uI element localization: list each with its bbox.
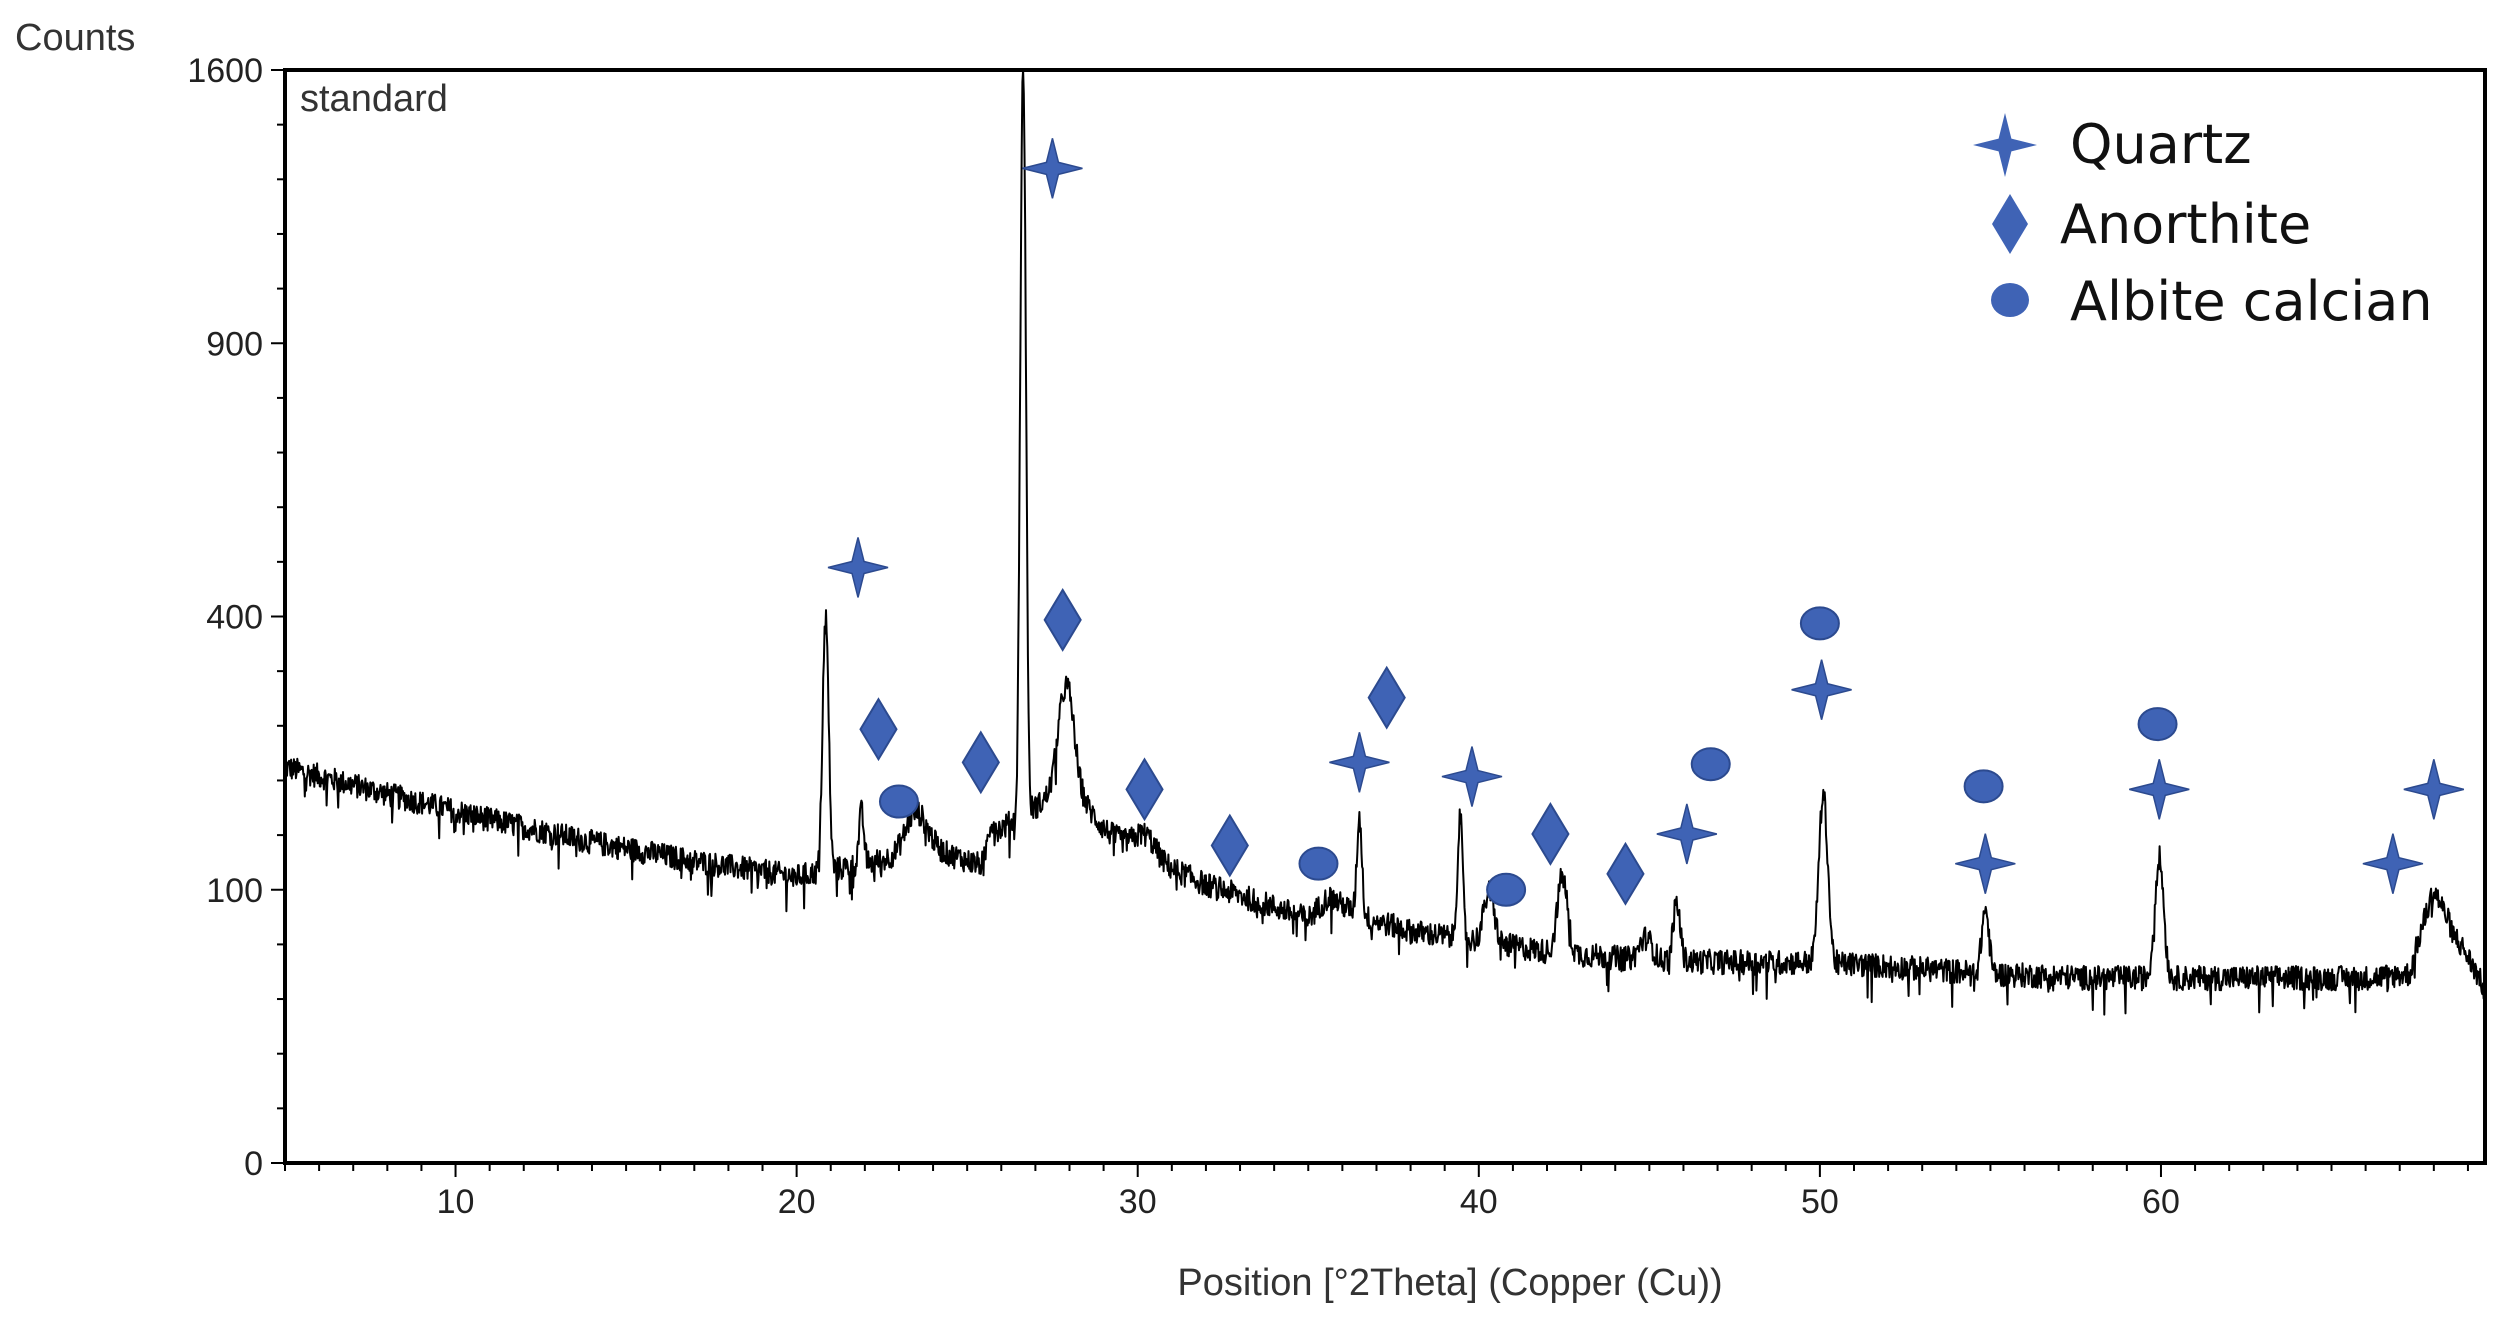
y-axis-title: Counts — [15, 17, 135, 59]
x-tick-label: 40 — [1460, 1183, 1498, 1221]
legend-label-albite-calcian: Albite calcian — [2070, 270, 2433, 333]
x-axis-title: Position [°2Theta] (Copper (Cu)) — [1177, 1262, 1722, 1304]
x-tick-label: 20 — [778, 1183, 816, 1221]
anorthite-diamond-marker — [1606, 841, 1645, 906]
quartz-star-marker — [1955, 833, 2016, 894]
y-tick-label: 0 — [244, 1145, 263, 1183]
quartz-star-marker — [1022, 138, 1083, 199]
y-tick-label: 100 — [206, 872, 263, 910]
x-axis: 10 20 30 40 50 60 — [284, 1163, 2469, 1221]
albite-circle-marker — [1690, 747, 1731, 782]
albite-circle-marker — [1963, 769, 2004, 804]
anorthite-diamond-marker — [1367, 665, 1406, 730]
albite-circle-marker — [1799, 606, 1840, 641]
quartz-star-marker — [1329, 732, 1390, 793]
phase-markers — [827, 138, 2465, 907]
y-axis: 0 100 400 900 1600 — [187, 52, 285, 1183]
anorthite-diamond-marker — [859, 697, 898, 762]
x-tick-label: 10 — [437, 1183, 475, 1221]
legend-item-quartz: Quartz — [1973, 113, 2252, 177]
anorthite-diamond-icon — [1992, 194, 2028, 254]
anorthite-diamond-marker — [1531, 802, 1570, 866]
legend-label-quartz: Quartz — [2070, 113, 2252, 176]
legend-item-anorthite: Anorthite — [1992, 193, 2311, 256]
albite-circle-marker — [1298, 846, 1339, 881]
y-tick-label: 400 — [206, 599, 263, 637]
x-tick-label: 50 — [1801, 1183, 1839, 1221]
quartz-star-marker — [2403, 759, 2465, 820]
xrd-pattern-line — [284, 69, 2486, 1016]
quartz-star-marker — [1656, 803, 1718, 865]
anorthite-diamond-marker — [1043, 587, 1082, 652]
legend-item-albite-calcian: Albite calcian — [1991, 270, 2433, 333]
anorthite-diamond-marker — [1210, 813, 1249, 878]
quartz-star-marker — [2362, 833, 2424, 894]
quartz-star-marker — [827, 537, 889, 598]
anorthite-diamond-marker — [961, 730, 1000, 795]
y-tick-label: 1600 — [187, 52, 263, 90]
legend: Quartz Anorthite Albite calcian — [1973, 113, 2433, 333]
albite-circle-marker — [878, 784, 919, 819]
albite-circle-marker — [2137, 707, 2178, 742]
y-tick-label: 900 — [206, 325, 263, 363]
anorthite-diamond-marker — [1125, 757, 1164, 822]
x-tick-label: 60 — [2142, 1183, 2180, 1221]
quartz-star-icon — [1973, 113, 2037, 177]
quartz-star-marker — [1791, 659, 1852, 720]
albite-circle-marker — [1486, 872, 1527, 907]
diffraction-pattern — [284, 69, 2486, 1016]
panel-label: standard — [300, 78, 448, 120]
quartz-star-marker — [1441, 746, 1503, 807]
x-tick-label: 30 — [1119, 1183, 1157, 1221]
albite-circle-icon — [1991, 283, 2029, 317]
quartz-star-marker — [2129, 759, 2190, 820]
legend-label-anorthite: Anorthite — [2060, 193, 2311, 256]
